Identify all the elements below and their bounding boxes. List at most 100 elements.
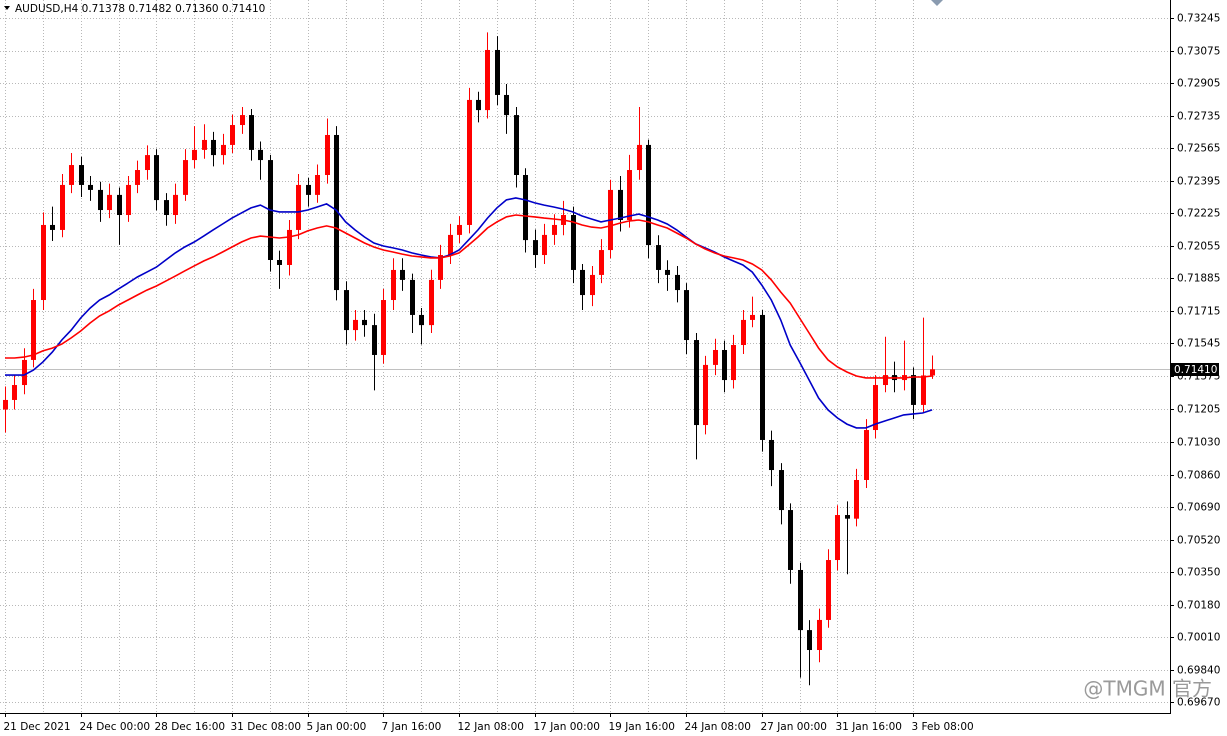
- x-tick-label: 24 Dec 00:00: [80, 721, 151, 733]
- candle-body: [98, 189, 103, 211]
- y-tick-label: 0.73245: [1177, 13, 1220, 25]
- candle-body: [845, 515, 850, 519]
- candle-body: [476, 99, 481, 111]
- candle-body: [675, 274, 680, 291]
- last-price-tag: [1171, 363, 1219, 376]
- y-tick-label: 0.72905: [1177, 78, 1220, 90]
- y-tick-label: 0.70010: [1177, 632, 1220, 644]
- candle-body: [618, 189, 623, 220]
- candle-body: [258, 149, 263, 161]
- grid: [0, 0, 1170, 713]
- candle-body: [448, 234, 453, 256]
- candle-body: [930, 369, 935, 376]
- y-tick-label: 0.72055: [1177, 241, 1220, 253]
- candle-body: [523, 174, 528, 241]
- y-tick-label: 0.70180: [1177, 600, 1220, 612]
- y-tick-label: 0.69670: [1177, 697, 1220, 709]
- candle-body: [362, 319, 367, 326]
- candle-body: [372, 325, 377, 355]
- moving-average: [5, 197, 933, 429]
- menu-arrow[interactable]: [4, 6, 10, 10]
- candle-body: [533, 240, 538, 256]
- last-price-label: 0.71410: [1174, 364, 1217, 376]
- candle-body: [599, 250, 604, 275]
- candle-body: [760, 314, 765, 440]
- y-tick-label: 0.71030: [1177, 437, 1220, 449]
- candle-body: [722, 349, 727, 381]
- candle-body: [788, 510, 793, 570]
- candle-body: [514, 115, 519, 175]
- candle-body: [542, 234, 547, 256]
- candle-body: [864, 430, 869, 480]
- x-tick-label: 28 Dec 16:00: [155, 721, 226, 733]
- candle-body: [854, 479, 859, 519]
- candle-body: [240, 115, 245, 126]
- candle-body: [798, 569, 803, 631]
- candle-body: [665, 269, 670, 275]
- x-tick-label: 17 Jan 00:00: [534, 721, 600, 733]
- candle-body: [315, 174, 320, 195]
- candle-body: [835, 515, 840, 561]
- candle-body: [656, 245, 661, 270]
- candle-body: [107, 194, 112, 211]
- candle-body: [694, 340, 699, 426]
- candle-body: [249, 115, 254, 150]
- candle-body: [438, 255, 443, 280]
- candle-body: [504, 94, 509, 116]
- candle-body: [126, 184, 131, 216]
- candle-body: [495, 49, 500, 95]
- candle-body: [230, 125, 235, 145]
- candle-body: [325, 134, 330, 175]
- candle-body: [211, 139, 216, 156]
- candle-body: [334, 134, 339, 291]
- candle-body: [192, 149, 197, 161]
- candle-body: [202, 139, 207, 150]
- shift-marker[interactable]: [931, 0, 943, 6]
- y-tick-label: 0.73075: [1177, 46, 1220, 58]
- candle-body: [31, 300, 36, 360]
- x-tick-label: 5 Jan 00:00: [307, 721, 367, 733]
- candle-body: [277, 260, 282, 265]
- candle-body: [353, 319, 358, 331]
- candle-body: [646, 144, 651, 246]
- candle-body: [410, 279, 415, 315]
- x-tick-label: 3 Feb 08:00: [912, 721, 974, 733]
- candle-body: [807, 630, 812, 651]
- candle-body: [135, 170, 140, 185]
- y-tick-label: 0.70350: [1177, 567, 1220, 579]
- candle-body: [883, 375, 888, 386]
- candle-body: [467, 99, 472, 225]
- y-tick-label: 0.72225: [1177, 208, 1220, 220]
- x-tick-label: 31 Jan 16:00: [836, 721, 902, 733]
- x-tick-label: 31 Dec 08:00: [231, 721, 302, 733]
- watermark: @TMGM 官方: [1083, 677, 1212, 701]
- candle-body: [911, 375, 916, 405]
- candle-body: [381, 300, 386, 355]
- candle-body: [637, 144, 642, 171]
- candle-body: [391, 269, 396, 301]
- candle-body: [145, 155, 150, 171]
- candle-body: [221, 144, 226, 156]
- candle-body: [173, 194, 178, 216]
- candle-body: [817, 619, 822, 651]
- candle-body: [3, 399, 8, 410]
- y-tick-label: 0.70860: [1177, 470, 1220, 482]
- candle-body: [88, 184, 93, 190]
- candle-body: [419, 314, 424, 326]
- y-tick-label: 0.71205: [1177, 404, 1220, 416]
- candle-body: [457, 224, 462, 235]
- y-tick-label: 0.72395: [1177, 176, 1220, 188]
- candle-body: [921, 375, 926, 405]
- x-tick-label: 12 Jan 08:00: [458, 721, 524, 733]
- candle-body: [69, 165, 74, 185]
- candle-body: [703, 364, 708, 426]
- candle-body: [60, 184, 65, 230]
- candle-body: [154, 155, 159, 201]
- candle-body: [12, 385, 17, 400]
- y-tick-label: 0.71715: [1177, 306, 1220, 318]
- candle-body: [590, 274, 595, 296]
- candle-body: [429, 279, 434, 326]
- moving-average: [5, 214, 933, 379]
- candle-body: [22, 359, 27, 386]
- candle-body: [164, 200, 169, 216]
